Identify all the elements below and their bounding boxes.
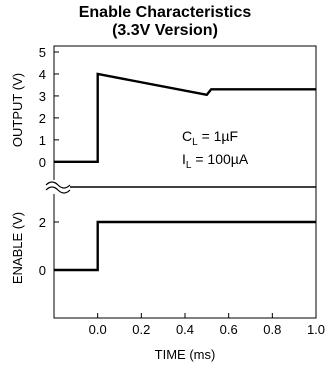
series-layer	[54, 72, 316, 272]
annotation-cl: CL = 1µF	[182, 128, 238, 148]
plot-frame	[53, 45, 317, 319]
y-tick-label-output: 5	[39, 45, 46, 60]
x-tick-label: 0.6	[220, 322, 238, 337]
chart-title: Enable Characteristics	[78, 4, 252, 21]
annotation-il-sub: L	[186, 160, 192, 171]
x-tick-label: 0.0	[89, 322, 107, 337]
y-tick-label-enable: 2	[39, 215, 46, 230]
axis-break-mark-bottom	[45, 186, 71, 194]
annotation-cl-value: = 1µF	[198, 128, 238, 144]
y-tick-label-output: 2	[39, 111, 46, 126]
axis-break-gap	[48, 180, 68, 194]
chart-subtitle: (3.3V Version)	[112, 22, 218, 39]
annotation-il: IL = 100µA	[182, 151, 249, 171]
annotation-il-main: I	[182, 151, 186, 167]
x-tick-label: 0.2	[132, 322, 150, 337]
y-tick-label-output: 4	[39, 67, 46, 82]
x-tick-label: 0.8	[263, 322, 281, 337]
x-tick-label: 0.4	[176, 322, 194, 337]
series-line-enable	[54, 220, 316, 272]
y-tick-label-output: 3	[39, 89, 46, 104]
y-tick-label-output: 1	[39, 133, 46, 148]
x-tick-label: 1.0	[307, 322, 325, 337]
axis-break-mark-top	[45, 181, 71, 189]
series-line-output	[54, 72, 316, 164]
ticks-layer: 0.0 0.2 0.4 0.6 0.8 1.0 5 4 3 2 1 0 2 0	[39, 45, 325, 337]
y-tick-label-output: 0	[39, 155, 46, 170]
annotation-il-value: = 100µA	[191, 151, 248, 167]
ylabel-enable: ENABLE (V)	[10, 212, 25, 284]
annotation-cl-main: C	[182, 128, 192, 144]
y-tick-label-enable: 0	[39, 263, 46, 278]
ylabel-output: OUTPUT (V)	[10, 73, 25, 147]
annotation-cl-sub: L	[192, 137, 198, 148]
xlabel: TIME (ms)	[155, 347, 216, 362]
